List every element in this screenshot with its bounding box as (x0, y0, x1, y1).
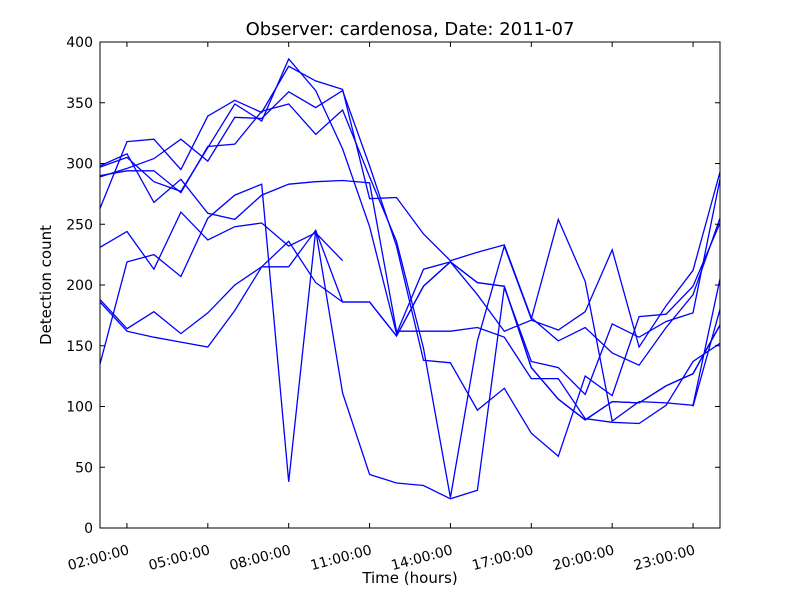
series-line-5 (99, 152, 721, 425)
y-tick-label: 50 (75, 460, 93, 476)
y-tick-label: 400 (66, 35, 93, 51)
y-axis-ticks: 0 50 100 150 200 250 300 350 400 (66, 35, 720, 537)
series-line-6 (99, 210, 344, 271)
y-axis-label: Detection count (37, 225, 55, 345)
y-tick-label: 100 (66, 400, 93, 416)
series-line-7 (99, 179, 721, 500)
y-tick-label: 200 (66, 278, 93, 294)
y-tick-label: 300 (66, 157, 93, 173)
series-line-10 (692, 309, 721, 407)
series-line-4 (99, 103, 721, 498)
chart-title: Observer: cardenosa, Date: 2011-07 (246, 19, 575, 40)
series-line-9 (99, 228, 721, 421)
x-axis-label: Time (hours) (361, 569, 457, 587)
series-line-2 (99, 65, 721, 367)
y-tick-label: 350 (66, 96, 93, 112)
series-line-3 (99, 89, 721, 458)
series-layer (99, 57, 721, 500)
y-tick-label: 150 (66, 339, 93, 355)
y-tick-label: 250 (66, 217, 93, 233)
y-tick-label: 0 (84, 521, 93, 537)
